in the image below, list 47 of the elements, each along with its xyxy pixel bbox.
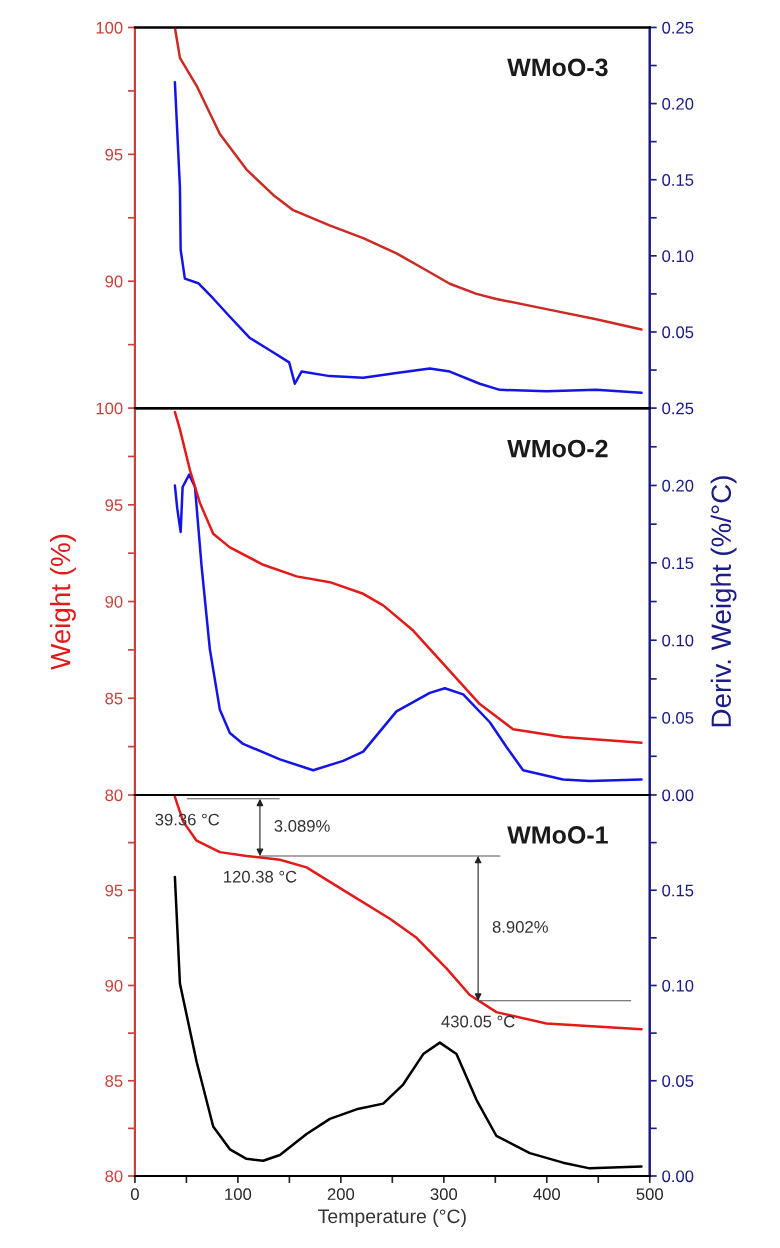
line-series [173, 81, 643, 395]
y2-tick-label: 0.00 [662, 1170, 694, 1183]
text: WMoO-2 [507, 439, 608, 458]
y-tick-label: 100 [96, 21, 123, 34]
y2-tick-label: 0.15 [662, 174, 694, 186]
y2-tick-label: 0.25 [662, 402, 694, 415]
y2-tick-label: 0.05 [662, 1075, 694, 1087]
x-tick-label: 100 [225, 1188, 252, 1201]
y2-tick-label: 0.20 [662, 479, 694, 492]
y-tick-label: 90 [105, 275, 123, 288]
y-tick-label: 85 [105, 1075, 123, 1087]
y2-tick-label: 0.05 [662, 326, 694, 339]
y2-tick-label: 0.25 [662, 21, 694, 34]
line-series [173, 27, 643, 331]
annotation: 120.38 °C [224, 870, 297, 883]
text: WMoO-3 [507, 58, 608, 77]
y2-tick-label: 0.05 [662, 712, 694, 724]
y-tick-label: 100 [96, 402, 123, 415]
annotation: 8.902% [492, 921, 548, 933]
x-axis-title: Temperature (°C) [318, 1208, 466, 1228]
annotation: 430.05 °C [441, 1015, 515, 1028]
y-tick-label: 90 [105, 979, 123, 992]
y2-tick-label: 0.10 [662, 634, 694, 647]
x-tick-label: 300 [430, 1188, 458, 1201]
line-series [173, 473, 643, 783]
y-tick-label: 95 [105, 499, 123, 512]
y2-tick-label: 0.20 [662, 97, 694, 110]
x-tick-label: 200 [327, 1188, 355, 1201]
y-tick-label: 95 [105, 148, 123, 161]
x-tick-label: 400 [533, 1188, 561, 1201]
y2-axis-title: Deriv. Weight (%/°C) [710, 476, 737, 727]
y-axis-title: Weight (%) [49, 534, 76, 670]
y-tick-label: 80 [105, 789, 123, 802]
text: WMoO-1 [507, 826, 608, 844]
y2-tick-label: 0.15 [662, 557, 694, 570]
y-tick-label: 80 [105, 1170, 123, 1183]
y-tick-label: 85 [105, 692, 123, 705]
y2-tick-label: 0.00 [662, 789, 694, 802]
y2-tick-label: 0.10 [662, 979, 694, 992]
y2-tick-label: 0.10 [662, 250, 694, 263]
y-tick-label: 90 [105, 595, 123, 608]
line-series [173, 410, 643, 744]
y-tick-label: 95 [105, 884, 123, 897]
x-tick-label: 0 [130, 1188, 139, 1201]
x-tick-label: 500 [636, 1188, 663, 1201]
annotation: 3.089% [274, 820, 330, 832]
y2-tick-label: 0.15 [662, 884, 694, 897]
